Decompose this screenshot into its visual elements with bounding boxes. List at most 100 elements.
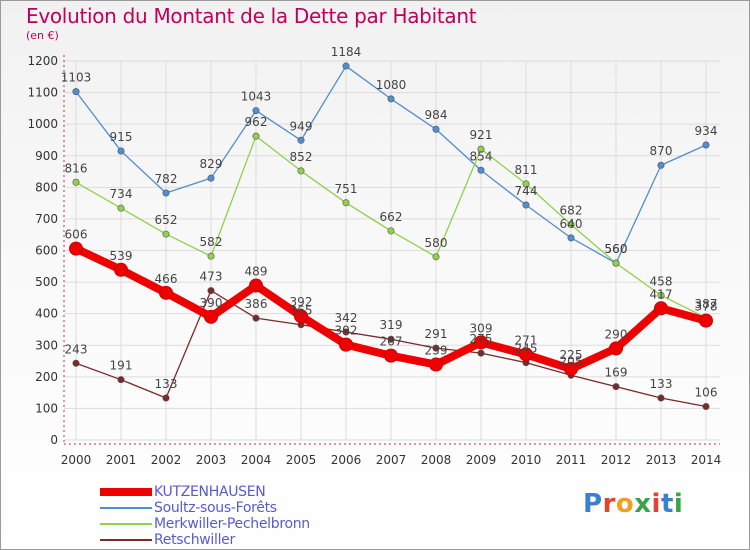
data-label: 560: [605, 242, 628, 256]
legend-label: Merkwiller-Pechelbronn: [154, 516, 310, 532]
data-label: 734: [110, 187, 133, 201]
data-label: 606: [65, 228, 88, 242]
data-label: 133: [155, 377, 178, 391]
legend-swatch: [100, 523, 152, 525]
data-label: 582: [200, 235, 223, 249]
data-label: 949: [290, 119, 313, 133]
data-point: [204, 309, 218, 324]
data-label: 560: [605, 242, 628, 256]
data-point: [387, 335, 395, 343]
data-point: [612, 259, 620, 267]
data-label: 816: [65, 161, 88, 175]
logo-letter: x: [634, 489, 652, 519]
series-kutzenhausen: [69, 241, 713, 376]
legend-label: KUTZENHAUSEN: [154, 484, 266, 500]
data-label: 921: [470, 128, 493, 142]
data-point: [702, 403, 710, 411]
data-label: 106: [695, 386, 718, 400]
data-label: 640: [560, 217, 583, 231]
x-tick-label: 2006: [331, 453, 362, 467]
data-point: [567, 221, 575, 229]
data-point: [72, 88, 80, 96]
y-tick-label: 800: [35, 180, 58, 194]
data-point: [432, 253, 440, 261]
legend-label: Soultz-sous-Forêts: [154, 500, 277, 516]
data-label: 870: [650, 144, 673, 158]
data-point: [432, 344, 440, 352]
data-label: 386: [245, 297, 268, 311]
data-label: 539: [110, 249, 133, 263]
data-point: [474, 335, 488, 350]
data-label: 852: [290, 150, 313, 164]
data-label: 1184: [331, 45, 362, 59]
data-label: 392: [290, 295, 313, 309]
data-label: 1043: [241, 90, 272, 104]
data-point: [159, 285, 173, 300]
data-label: 854: [470, 149, 493, 163]
data-point: [567, 234, 575, 242]
x-tick-label: 2005: [286, 453, 317, 467]
data-point: [609, 341, 623, 356]
data-point: [117, 376, 125, 384]
data-point: [72, 359, 80, 367]
y-tick-label: 1200: [27, 54, 58, 68]
data-label: 984: [425, 108, 448, 122]
logo-letter: P: [583, 489, 603, 519]
series-retschwiller: [72, 287, 710, 411]
axis-layer: 0 100 200 300 400 500 600 700 800 900 1000 1100 1200…: [27, 54, 721, 467]
data-label: 1080: [376, 78, 407, 92]
data-label: 309: [470, 321, 493, 335]
data-point: [342, 62, 350, 70]
data-point: [522, 201, 530, 209]
y-tick-label: 500: [35, 275, 58, 289]
data-point: [69, 241, 83, 256]
y-tick-label: 700: [35, 212, 58, 226]
x-tick-label: 2008: [421, 453, 452, 467]
data-point: [117, 204, 125, 212]
data-point: [654, 301, 668, 316]
x-tick-label: 2011: [556, 453, 587, 467]
data-label: 378: [695, 300, 718, 314]
data-point: [207, 252, 215, 260]
data-point: [477, 166, 485, 174]
data-label: 133: [650, 377, 673, 391]
data-label: 267: [380, 335, 403, 349]
logo-letter: i: [651, 489, 661, 519]
data-label: 290: [605, 327, 628, 341]
data-point: [339, 337, 353, 352]
data-label: 811: [515, 163, 538, 177]
y-tick-label: 300: [35, 338, 58, 352]
data-label: 682: [560, 204, 583, 218]
x-tick-label: 2004: [241, 453, 272, 467]
data-label: 744: [515, 184, 538, 198]
data-label: 245: [515, 342, 538, 356]
data-label: 271: [515, 333, 538, 347]
data-point: [162, 394, 170, 402]
data-point: [522, 180, 530, 188]
data-point: [657, 161, 665, 169]
data-label: 390: [200, 296, 223, 310]
legend-label: Retschwiller: [154, 532, 235, 548]
data-label: 319: [380, 318, 403, 332]
data-label: 365: [290, 304, 313, 318]
y-tick-label: 1100: [27, 86, 58, 100]
data-label: 473: [200, 270, 223, 284]
data-label: 275: [470, 332, 493, 346]
data-point: [387, 227, 395, 235]
data-label: 417: [650, 287, 673, 301]
logo-letter: t: [660, 489, 674, 519]
data-label: 782: [155, 172, 178, 186]
legend-swatch: [100, 488, 152, 496]
x-tick-label: 2000: [61, 453, 92, 467]
data-label: 239: [425, 344, 448, 358]
data-point: [564, 361, 578, 376]
data-point: [252, 314, 260, 322]
grid-layer: [64, 60, 720, 441]
legend-swatch: [100, 507, 152, 509]
data-label: 580: [425, 236, 448, 250]
data-label: 243: [65, 342, 88, 356]
data-point: [699, 313, 713, 328]
data-label: 458: [650, 274, 673, 288]
data-point: [162, 189, 170, 197]
y-tick-label: 200: [35, 370, 58, 384]
